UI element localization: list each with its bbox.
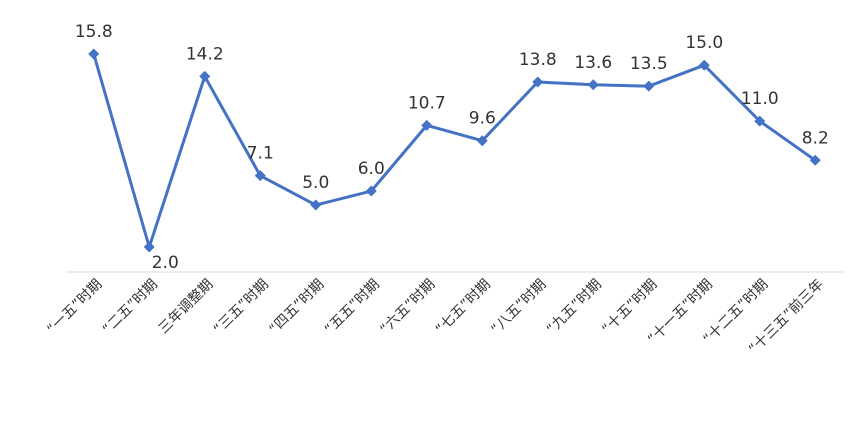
x-tick-label: “四五”时期 [266,276,327,337]
data-label: 7.1 [247,144,274,164]
x-tick-label: “七五”时期 [433,276,494,337]
data-line [92,53,817,249]
x-tick-label: “五五”时期 [322,276,383,337]
data-label: 13.5 [630,54,668,74]
marker [476,135,488,147]
marker [587,79,599,91]
marker [143,241,155,253]
data-label: 9.6 [469,109,496,129]
marker [310,199,322,211]
marker [698,59,710,71]
marker [532,76,544,88]
marker [254,170,266,182]
data-label: 8.2 [802,128,829,148]
marker [88,48,100,60]
marker [199,70,211,82]
x-tick-label: “六五”时期 [377,276,438,337]
marker [643,80,655,92]
x-tick-label: “三五”时期 [211,276,272,337]
data-label: 13.6 [574,53,612,73]
marker [421,119,433,131]
data-label: 14.2 [186,44,224,64]
data-label: 11.0 [741,89,779,109]
marker [365,185,377,197]
data-label: 15.8 [75,22,113,42]
data-label: 6.0 [358,159,385,179]
x-tick-label: “一五”时期 [44,276,105,337]
data-label: 13.8 [519,50,557,70]
x-tick-label: 三年调整期 [156,276,217,337]
data-label: 15.0 [685,33,723,53]
marker [754,115,766,127]
x-tick-label: “八五”时期 [488,276,549,337]
data-label: 2.0 [152,253,179,273]
marker [809,154,821,166]
x-tick-label: “二五”时期 [100,276,161,337]
data-label: 10.7 [408,93,446,113]
x-tick-label: “九五”时期 [544,276,605,337]
data-label: 5.0 [302,173,329,193]
